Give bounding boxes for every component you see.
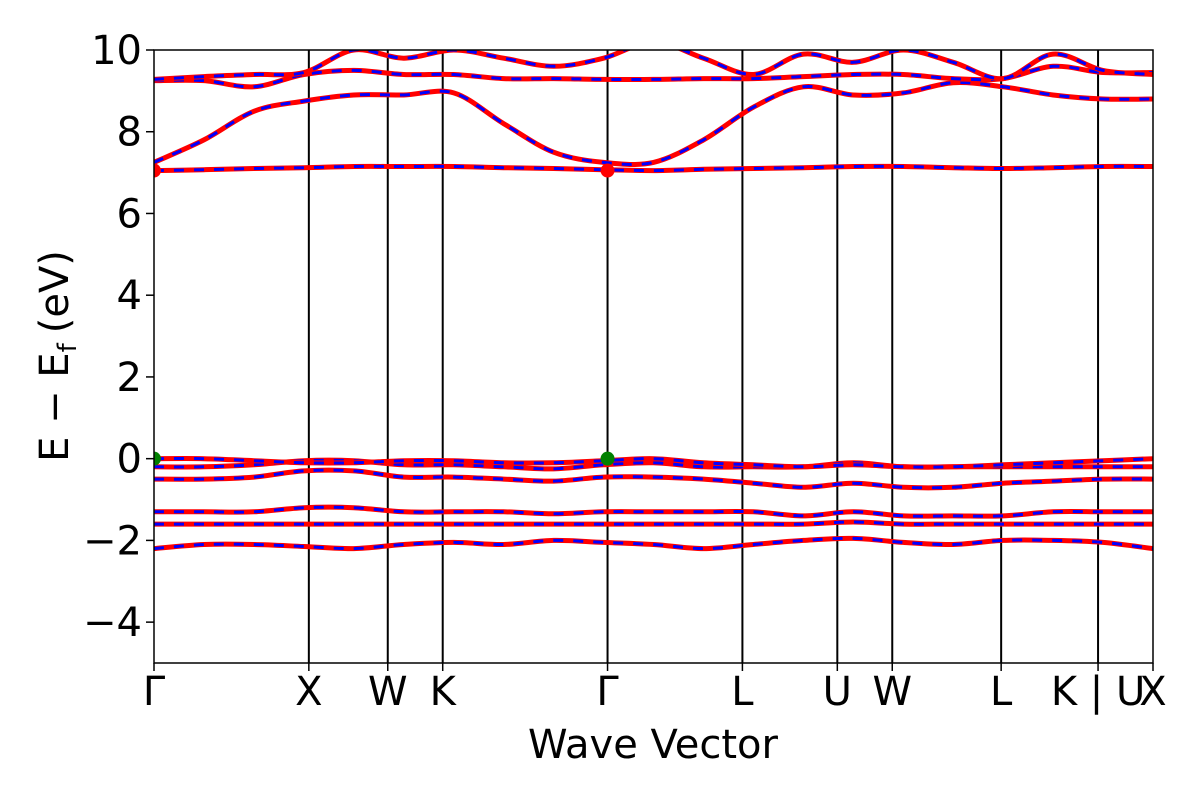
x-tick-label: K | U (1051, 669, 1145, 715)
y-axis-ticks: −4 −2 0 2 4 6 8 10 (83, 28, 154, 646)
band-line-dashed (154, 520, 1153, 526)
y-tick-label: 6 (117, 191, 142, 237)
cbm-marker (600, 163, 615, 178)
band-line-dashed (154, 50, 1153, 81)
y-tick-label: 8 (117, 110, 142, 156)
x-axis-label: Wave Vector (528, 722, 779, 768)
y-axis-label-unit: (eV) (32, 250, 78, 333)
y-axis-label-main: E − E (32, 352, 78, 462)
y-axis-label-sub: f (53, 342, 83, 352)
kpoint-lines (307, 50, 1100, 663)
vbm-marker (154, 451, 161, 466)
y-tick-label: 2 (117, 355, 142, 401)
plot-area (154, 50, 1153, 663)
band-line-dashed (154, 505, 1153, 518)
x-tick-label: X (1139, 669, 1166, 715)
band-line-dashed (154, 81, 1153, 166)
band-line-dashed (154, 468, 1153, 490)
band-line-dashed (154, 458, 1153, 471)
y-tick-label: 10 (91, 28, 142, 74)
x-tick-label: L (990, 669, 1013, 715)
y-tick-label: 4 (117, 273, 142, 319)
x-tick-label: X (295, 669, 322, 715)
x-tick-label: W (872, 669, 912, 715)
y-tick-label: 0 (117, 437, 142, 483)
x-tick-label: L (731, 669, 754, 715)
band-edge-markers (154, 163, 615, 466)
vbm-marker (600, 451, 615, 466)
band-line-dashed (154, 64, 1153, 89)
band-line-dashed (154, 164, 1153, 173)
y-tick-label: −4 (83, 600, 142, 646)
x-tick-label: U (823, 669, 852, 715)
y-axis-label: E − Ef (eV) (32, 250, 83, 462)
band-lines (154, 50, 1153, 552)
plot-frame (153, 49, 1154, 664)
cbm-marker (154, 163, 161, 178)
x-tick-label: Γ (596, 669, 619, 715)
y-tick-label: −2 (83, 518, 142, 564)
x-tick-label: K (430, 669, 458, 715)
x-tick-label: Γ (143, 669, 166, 715)
band-line-dashed (154, 536, 1153, 551)
band-line-dashed (154, 457, 1153, 469)
x-tick-label: W (368, 669, 408, 715)
